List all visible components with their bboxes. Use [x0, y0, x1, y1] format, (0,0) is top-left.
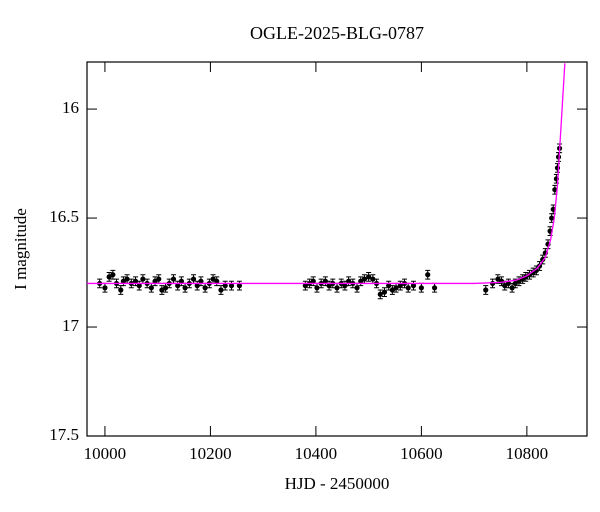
- data-point: [132, 278, 139, 284]
- data-point: [549, 215, 555, 221]
- data-point: [175, 283, 181, 289]
- data-point: [554, 165, 561, 171]
- data-point: [483, 287, 489, 293]
- data-point: [393, 285, 399, 291]
- data-point: [334, 285, 340, 291]
- data-point: [505, 280, 512, 287]
- data-point: [410, 283, 417, 289]
- data-point: [170, 276, 177, 282]
- data-point: [509, 285, 515, 291]
- data-point: [182, 285, 188, 291]
- data-point: [370, 276, 376, 282]
- chart-title: OGLE-2025-BLG-0787: [250, 23, 424, 43]
- plot-frame: [86, 61, 588, 437]
- data-point: [236, 283, 243, 289]
- data-point: [222, 283, 228, 289]
- data-point: [354, 285, 360, 291]
- data-point: [431, 285, 438, 291]
- data-point: [102, 285, 108, 291]
- data-point: [214, 278, 220, 284]
- data-point: [386, 283, 392, 289]
- data-point: [140, 276, 146, 282]
- y-tick-label: 16.5: [49, 207, 79, 226]
- y-tick-label: 17: [62, 316, 80, 335]
- data-point: [218, 287, 224, 293]
- data-point: [162, 285, 169, 291]
- x-tick-label: 10200: [189, 444, 232, 463]
- y-axis-label: I magnitude: [11, 208, 30, 290]
- data-point: [381, 289, 388, 295]
- data-point: [533, 267, 539, 273]
- data-point: [124, 276, 130, 282]
- data-point: [118, 287, 124, 293]
- data-point: [202, 285, 208, 291]
- data-point: [322, 278, 328, 284]
- model-curve: [87, 63, 566, 285]
- data-point: [194, 283, 200, 289]
- x-tick-label: 10600: [400, 444, 443, 463]
- data-point: [178, 278, 185, 284]
- data-point: [346, 278, 352, 284]
- data-point: [405, 285, 411, 291]
- y-tick-label: 16: [62, 98, 79, 117]
- data-point: [361, 276, 368, 282]
- data-point: [425, 272, 431, 278]
- data-point: [110, 272, 116, 278]
- data-point: [190, 276, 197, 282]
- data-point: [198, 278, 204, 284]
- x-tick-label: 10800: [506, 444, 549, 463]
- data-point: [366, 274, 372, 280]
- data-point: [397, 283, 403, 289]
- data-point: [156, 276, 162, 282]
- data-point: [302, 283, 308, 289]
- data-point: [342, 283, 348, 289]
- plot-area: [87, 63, 566, 300]
- data-point: [228, 283, 235, 289]
- x-tick-label: 10400: [295, 444, 338, 463]
- data-point: [136, 283, 142, 289]
- data-point: [552, 187, 558, 193]
- data-point: [310, 278, 316, 284]
- y-tick-label: 17.5: [49, 425, 79, 444]
- x-tick-label: 10000: [84, 444, 127, 463]
- x-axis-label: HJD - 2450000: [285, 474, 390, 493]
- data-point: [489, 280, 496, 287]
- data-point: [377, 291, 383, 297]
- data-point: [148, 285, 154, 291]
- data-point: [314, 285, 320, 291]
- data-point: [418, 285, 424, 291]
